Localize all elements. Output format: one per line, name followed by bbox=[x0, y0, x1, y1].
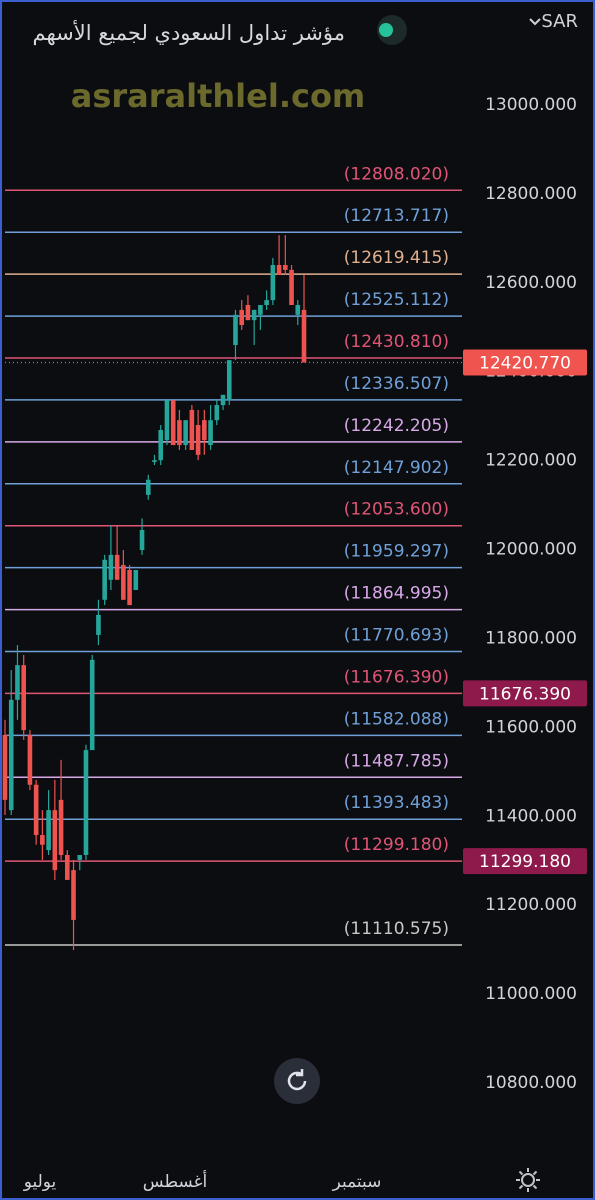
candle-body bbox=[251, 309, 257, 321]
candle-body bbox=[52, 810, 58, 871]
y-tick-label: 11000.000 bbox=[485, 984, 577, 1004]
candle-body bbox=[152, 460, 157, 462]
candle-body bbox=[121, 565, 126, 600]
candle-body bbox=[258, 305, 263, 315]
y-tick-label: 11600.000 bbox=[485, 717, 577, 737]
x-axis-label: سبتمبر bbox=[332, 1172, 382, 1192]
candle-body bbox=[301, 309, 307, 363]
candle-body bbox=[102, 559, 107, 600]
level-label: (12808.020) bbox=[344, 164, 449, 184]
y-tick-label: 12200.000 bbox=[485, 451, 577, 471]
candle-body bbox=[289, 269, 294, 306]
candle-body bbox=[46, 810, 51, 851]
candle-body bbox=[214, 405, 220, 421]
currency-chevron[interactable] bbox=[529, 18, 541, 26]
candle-body bbox=[220, 394, 226, 406]
level-label: (12242.205) bbox=[344, 416, 449, 436]
candle-body bbox=[177, 420, 182, 446]
candle-body bbox=[270, 264, 276, 301]
candle-body bbox=[195, 425, 201, 455]
candle-body bbox=[139, 529, 145, 550]
status-dot[interactable] bbox=[379, 23, 393, 37]
y-tick-label: 12000.000 bbox=[485, 540, 577, 560]
level-label: (11864.995) bbox=[344, 584, 449, 604]
level-label: (12147.902) bbox=[344, 458, 449, 478]
candle-body bbox=[245, 305, 251, 321]
candle-body bbox=[283, 264, 288, 270]
level-label: (11393.483) bbox=[344, 793, 449, 813]
candle-body bbox=[64, 855, 70, 880]
candle-body bbox=[202, 420, 207, 441]
level-label: (11299.180) bbox=[344, 835, 449, 855]
reset-button[interactable] bbox=[274, 1058, 320, 1104]
candle-body bbox=[127, 570, 132, 606]
candle-body bbox=[40, 834, 45, 845]
candle-body bbox=[239, 309, 245, 326]
candle-body bbox=[264, 300, 269, 306]
price-tag bbox=[463, 349, 587, 376]
candle-body bbox=[27, 734, 33, 785]
level-label: (12336.507) bbox=[344, 374, 449, 394]
level-label: (11110.575) bbox=[344, 919, 449, 939]
y-tick-label: 12800.000 bbox=[485, 184, 577, 204]
candle-body bbox=[158, 429, 164, 461]
candle-body bbox=[276, 264, 282, 275]
y-tick-label: 13000.000 bbox=[485, 95, 577, 115]
level-label: (12525.112) bbox=[344, 290, 449, 310]
candle-body bbox=[96, 614, 101, 635]
chart-title: مؤشر تداول السعودي لجميع الأسهم bbox=[33, 20, 346, 46]
reset-icon bbox=[287, 1069, 307, 1091]
candle-body bbox=[108, 554, 114, 580]
candle-body bbox=[71, 870, 76, 920]
candle-body bbox=[189, 409, 195, 450]
candle-body bbox=[8, 699, 14, 811]
x-axis-label: أغسطس bbox=[143, 1170, 207, 1192]
candle-body bbox=[183, 420, 188, 446]
settings-icon[interactable] bbox=[516, 1168, 540, 1192]
candle-body bbox=[83, 750, 89, 855]
candle-body bbox=[208, 420, 213, 446]
candle-body bbox=[226, 360, 232, 401]
candle-body bbox=[89, 659, 95, 751]
candle-body bbox=[145, 479, 151, 495]
level-label: (12619.415) bbox=[344, 248, 449, 268]
candle-body bbox=[170, 400, 176, 446]
candle-body bbox=[114, 554, 120, 580]
candle-body bbox=[2, 734, 8, 800]
level-label: (12713.717) bbox=[344, 206, 449, 226]
candle-body bbox=[58, 799, 64, 855]
level-label: (11676.390) bbox=[344, 667, 449, 687]
candle-body bbox=[295, 305, 301, 315]
candle-body bbox=[164, 400, 170, 441]
price-tag bbox=[463, 848, 587, 875]
candle-body bbox=[133, 570, 139, 591]
candle-body bbox=[15, 665, 20, 700]
y-tick-label: 10800.000 bbox=[485, 1073, 577, 1093]
level-label: (11487.785) bbox=[344, 751, 449, 771]
x-axis-label: يوليو bbox=[23, 1172, 57, 1192]
price-tag bbox=[463, 680, 587, 707]
level-label: (12430.810) bbox=[344, 332, 449, 352]
y-tick-label: 11400.000 bbox=[485, 806, 577, 826]
y-tick-label: 11200.000 bbox=[485, 895, 577, 915]
level-label: (11959.297) bbox=[344, 542, 449, 562]
candle-body bbox=[33, 784, 39, 835]
level-label: (11582.088) bbox=[344, 709, 449, 729]
level-label: (12053.600) bbox=[344, 500, 449, 520]
candle-body bbox=[21, 665, 26, 731]
price-tag-label: 12420.770 bbox=[479, 353, 571, 373]
y-tick-label: 11800.000 bbox=[485, 628, 577, 648]
candle-body bbox=[233, 314, 238, 346]
price-tag-label: 11299.180 bbox=[479, 852, 571, 872]
y-tick-label: 12600.000 bbox=[485, 273, 577, 293]
currency[interactable]: SAR bbox=[541, 11, 578, 32]
price-tag-label: 11676.390 bbox=[479, 684, 571, 704]
level-label: (11770.693) bbox=[344, 626, 449, 646]
watermark: asraralthlel.com bbox=[71, 77, 366, 115]
candle-body bbox=[77, 855, 83, 860]
